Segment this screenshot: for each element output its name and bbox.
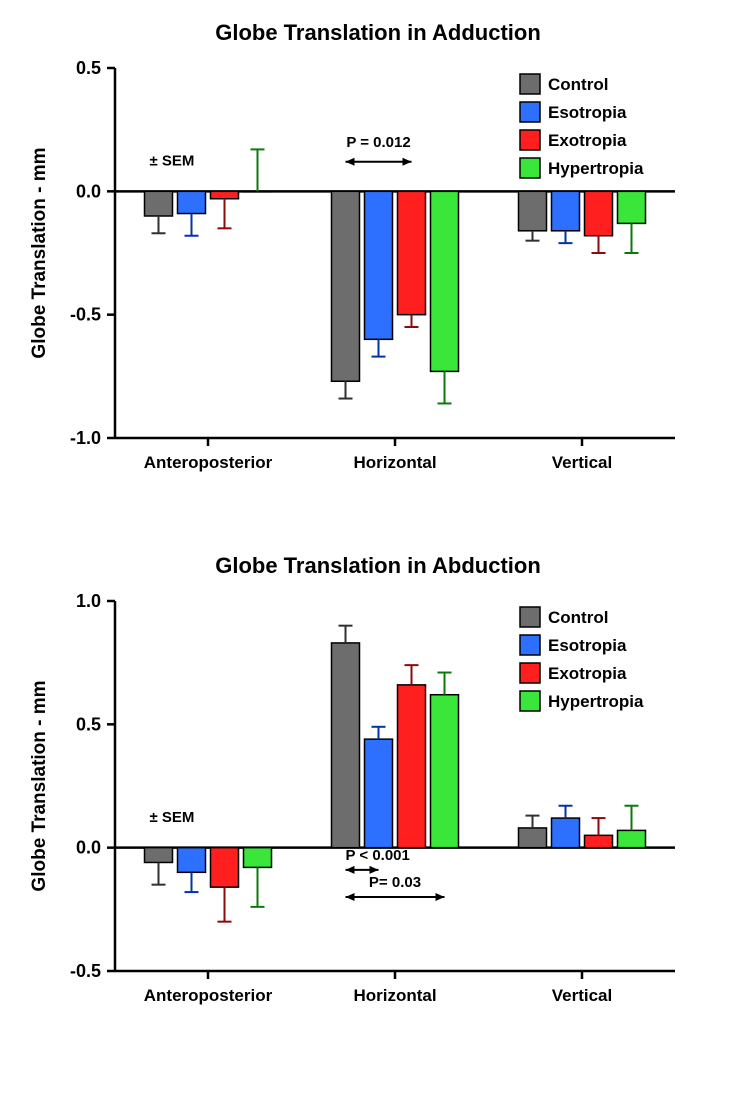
panel-title: Globe Translation in Adduction — [20, 20, 736, 46]
sem-note: ± SEM — [150, 153, 195, 170]
legend-label: Esotropia — [548, 636, 627, 655]
legend-swatch — [520, 607, 540, 627]
p-value-label: P = 0.012 — [346, 134, 410, 151]
legend-label: Control — [548, 608, 608, 627]
bar — [552, 191, 580, 230]
arrow-head-left — [346, 893, 355, 901]
chart-svg: -0.5 0.0 0.5 1.0 Globe Translation - mm Anter… — [20, 591, 695, 1026]
legend-label: Hypertropia — [548, 159, 644, 178]
legend-swatch — [520, 130, 540, 150]
bar — [145, 191, 173, 216]
chart-area: -1.0 -0.5 0.0 0.5 Globe Translation - mm Ante… — [20, 58, 736, 493]
bar — [178, 848, 206, 873]
arrow-head-right — [370, 866, 379, 874]
bar — [211, 191, 239, 198]
group-label: Horizontal — [353, 453, 436, 472]
y-axis-label: Globe Translation - mm — [29, 680, 50, 891]
legend-swatch — [520, 663, 540, 683]
sem-note: ± SEM — [150, 809, 195, 826]
y-tick-label: 0.0 — [76, 181, 101, 201]
legend-swatch — [520, 102, 540, 122]
bar — [519, 191, 547, 230]
bar — [431, 191, 459, 371]
chart-panel: Globe Translation in Abduction -0.5 0.0 0.… — [20, 553, 736, 1026]
legend-swatch — [520, 74, 540, 94]
y-tick-label: -0.5 — [70, 961, 101, 981]
panel-title: Globe Translation in Abduction — [20, 553, 736, 579]
bar — [398, 685, 426, 848]
group-label: Vertical — [552, 453, 613, 472]
bar — [431, 695, 459, 848]
group-label: Vertical — [552, 986, 613, 1005]
bar — [618, 830, 646, 847]
group-label: Anteroposterior — [144, 986, 273, 1005]
arrow-head-right — [436, 893, 445, 901]
chart-svg: -1.0 -0.5 0.0 0.5 Globe Translation - mm Ante… — [20, 58, 695, 493]
bar — [332, 643, 360, 848]
chart-panel: Globe Translation in Adduction -1.0 -0.5 0… — [20, 20, 736, 493]
y-tick-label: 1.0 — [76, 591, 101, 611]
bar — [244, 848, 272, 868]
bar — [519, 828, 547, 848]
figure: Globe Translation in Adduction -1.0 -0.5 0… — [20, 20, 736, 1026]
arrow-head-right — [403, 158, 412, 166]
legend-swatch — [520, 158, 540, 178]
legend-label: Control — [548, 75, 608, 94]
bar — [365, 739, 393, 848]
legend-label: Exotropia — [548, 664, 627, 683]
bar — [145, 848, 173, 863]
arrow-head-left — [346, 866, 355, 874]
bar — [244, 191, 272, 192]
bar — [211, 848, 239, 887]
bar — [398, 191, 426, 314]
chart-area: -0.5 0.0 0.5 1.0 Globe Translation - mm Anter… — [20, 591, 736, 1026]
bar — [552, 818, 580, 848]
y-tick-label: 0.5 — [76, 58, 101, 78]
arrow-head-left — [346, 158, 355, 166]
y-tick-label: 0.0 — [76, 838, 101, 858]
group-label: Horizontal — [353, 986, 436, 1005]
bar — [618, 191, 646, 223]
y-axis-label: Globe Translation - mm — [29, 147, 50, 358]
legend-label: Exotropia — [548, 131, 627, 150]
bar — [332, 191, 360, 381]
p-value-label: P= 0.03 — [369, 874, 421, 891]
legend-label: Hypertropia — [548, 692, 644, 711]
bar — [585, 191, 613, 235]
group-label: Anteroposterior — [144, 453, 273, 472]
bar — [585, 835, 613, 847]
y-tick-label: -1.0 — [70, 428, 101, 448]
bar — [365, 191, 393, 339]
p-value-label: P < 0.001 — [346, 847, 410, 864]
legend-swatch — [520, 691, 540, 711]
y-tick-label: -0.5 — [70, 305, 101, 325]
legend-swatch — [520, 635, 540, 655]
y-tick-label: 0.5 — [76, 714, 101, 734]
legend-label: Esotropia — [548, 103, 627, 122]
bar — [178, 191, 206, 213]
